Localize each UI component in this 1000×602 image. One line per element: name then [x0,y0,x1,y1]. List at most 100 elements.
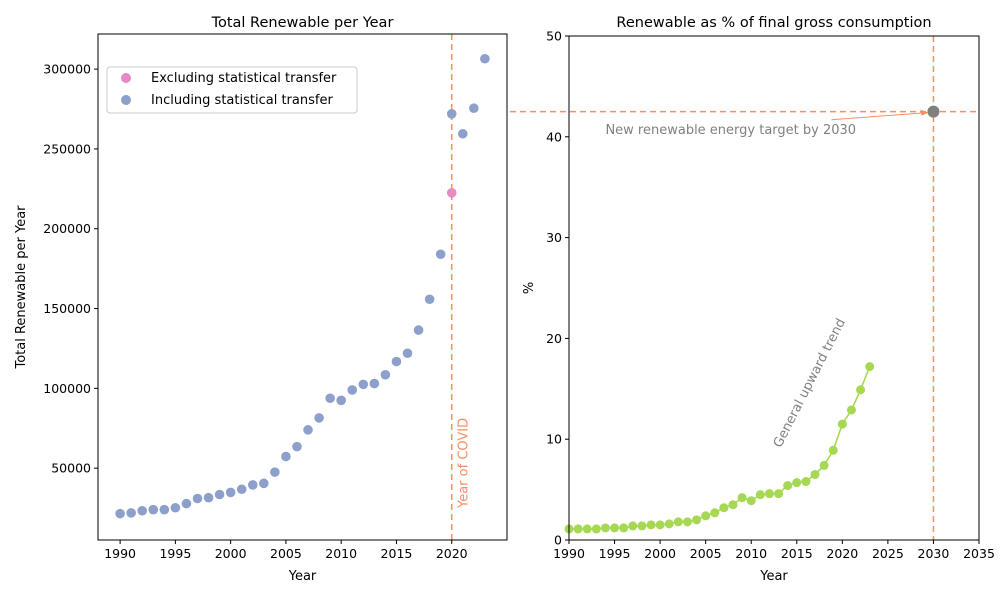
point-including-1998 [203,492,214,503]
left-axes-frame [97,33,508,541]
point-including-2016 [402,348,413,359]
share-point-1995 [610,523,620,533]
point-including-2017 [413,325,424,335]
target-annotation-arrow [831,112,928,121]
left-y-tick-label-50000: 50000 [51,461,91,476]
share-point-1998 [637,521,647,531]
point-including-2010 [336,395,346,406]
share-point-2023 [865,362,875,372]
point-including-2013 [369,378,380,389]
point-including-2004 [270,467,280,477]
point-including-2021 [457,128,468,139]
left-y-tick-label-300000: 300000 [43,62,91,77]
target-annotation-arrowhead [920,109,929,116]
right-y-tick-label-0: 0 [554,533,562,548]
share-point-2014 [783,481,793,491]
point-including-1993 [148,504,159,515]
legend-label-including: Including statistical transfer [151,93,333,108]
left-y-tick-label-100000: 100000 [43,381,91,396]
point-including-2014 [380,369,391,380]
share-point-2009 [737,493,747,503]
right-x-tick-label-1995: 1995 [599,546,631,561]
point-including-2018 [424,294,435,305]
right-y-ticks: 0 10 20 30 40 50 [546,29,569,548]
point-including-1999 [214,489,225,500]
point-including-2022 [469,103,479,114]
share-point-2016 [801,477,811,487]
share-point-2008 [728,500,738,510]
right-axes-frame [568,35,980,541]
share-point-2012 [764,489,774,499]
right-y-tick-label-20: 20 [546,331,562,346]
trend-annotation: General upward trend [771,316,849,450]
legend-marker-including [121,95,131,105]
right-x-tick-label-2015: 2015 [781,546,813,561]
right-y-tick-label-40: 40 [546,129,562,144]
share-point-1996 [619,523,629,533]
share-point-2001 [664,519,674,529]
legend-marker-excluding [121,73,131,83]
left-x-tick-label-2005: 2005 [270,546,302,561]
share-point-2000 [655,520,665,530]
share-point-2006 [710,508,720,518]
left-plot-area: Year of COVID [115,34,490,540]
point-including-1995 [170,502,181,513]
point-including-2012 [358,379,369,390]
legend-box [106,66,358,114]
left-chart: Year of COVID 1990 1995 2000 2005 2010 2015 20… [14,15,508,584]
right-y-axis-label: % [522,282,537,294]
share-point-2011 [755,490,765,500]
right-chart: New renewable energy target by 2030 Gener… [510,15,995,584]
right-x-axis-label: Year [759,569,788,584]
target-annotation: New renewable energy target by 2030 [605,123,856,138]
left-x-tick-label-2015: 2015 [381,546,413,561]
point-including-2015 [391,356,402,367]
left-x-tick-label-1995: 1995 [159,546,191,561]
share-point-2004 [692,515,702,525]
point-including-2005 [281,451,291,462]
point-including-2023 [480,53,490,64]
share-point-2015 [792,478,802,488]
share-point-2003 [682,517,692,527]
point-including-1996 [181,498,192,509]
point-including-1991 [126,508,136,518]
point-including-1990 [115,508,125,519]
left-y-tick-label-200000: 200000 [43,221,91,236]
share-point-1994 [600,523,610,533]
right-y-tick-label-50: 50 [546,29,562,44]
right-plot-area: New renewable energy target by 2030 Gener… [510,36,979,540]
left-x-tick-label-2000: 2000 [215,546,247,561]
point-including-2003 [259,478,269,489]
right-x-ticks: 1990 1995 2000 2005 2010 2015 2020 2025 2030 2035 [553,540,995,561]
point-including-2020 [446,109,457,119]
left-legend: Excluding statistical transfer Including… [106,66,358,114]
share-point-2007 [719,503,729,513]
share-point-2002 [673,517,683,527]
share-point-2013 [774,489,784,499]
right-x-tick-label-2030: 2030 [918,546,950,561]
right-y-tick-label-10: 10 [546,432,562,447]
point-including-2009 [325,393,335,404]
share-point-2021 [846,405,856,415]
share-point-2022 [856,385,866,395]
left-y-tick-label-150000: 150000 [43,301,91,316]
left-x-tick-label-1990: 1990 [104,546,136,561]
left-x-tick-label-2010: 2010 [325,546,357,561]
point-including-2001 [236,484,247,495]
share-point-1999 [646,520,656,530]
share-point-1993 [591,524,601,534]
covid-annotation: Year of COVID [457,418,472,509]
left-chart-title: Total Renewable per Year [211,15,394,31]
share-point-1991 [573,524,583,534]
point-including-2008 [314,413,324,423]
share-point-2018 [819,460,829,470]
share-point-2005 [701,511,711,521]
point-including-2002 [247,480,258,490]
point-including-2019 [435,249,446,260]
point-including-2007 [303,425,313,435]
right-chart-title: Renewable as % of final gross consumptio… [616,15,931,31]
left-x-ticks: 1990 1995 2000 2005 2010 2015 2020 [104,540,468,561]
share-point-1997 [628,521,638,531]
right-x-tick-label-2000: 2000 [644,546,676,561]
